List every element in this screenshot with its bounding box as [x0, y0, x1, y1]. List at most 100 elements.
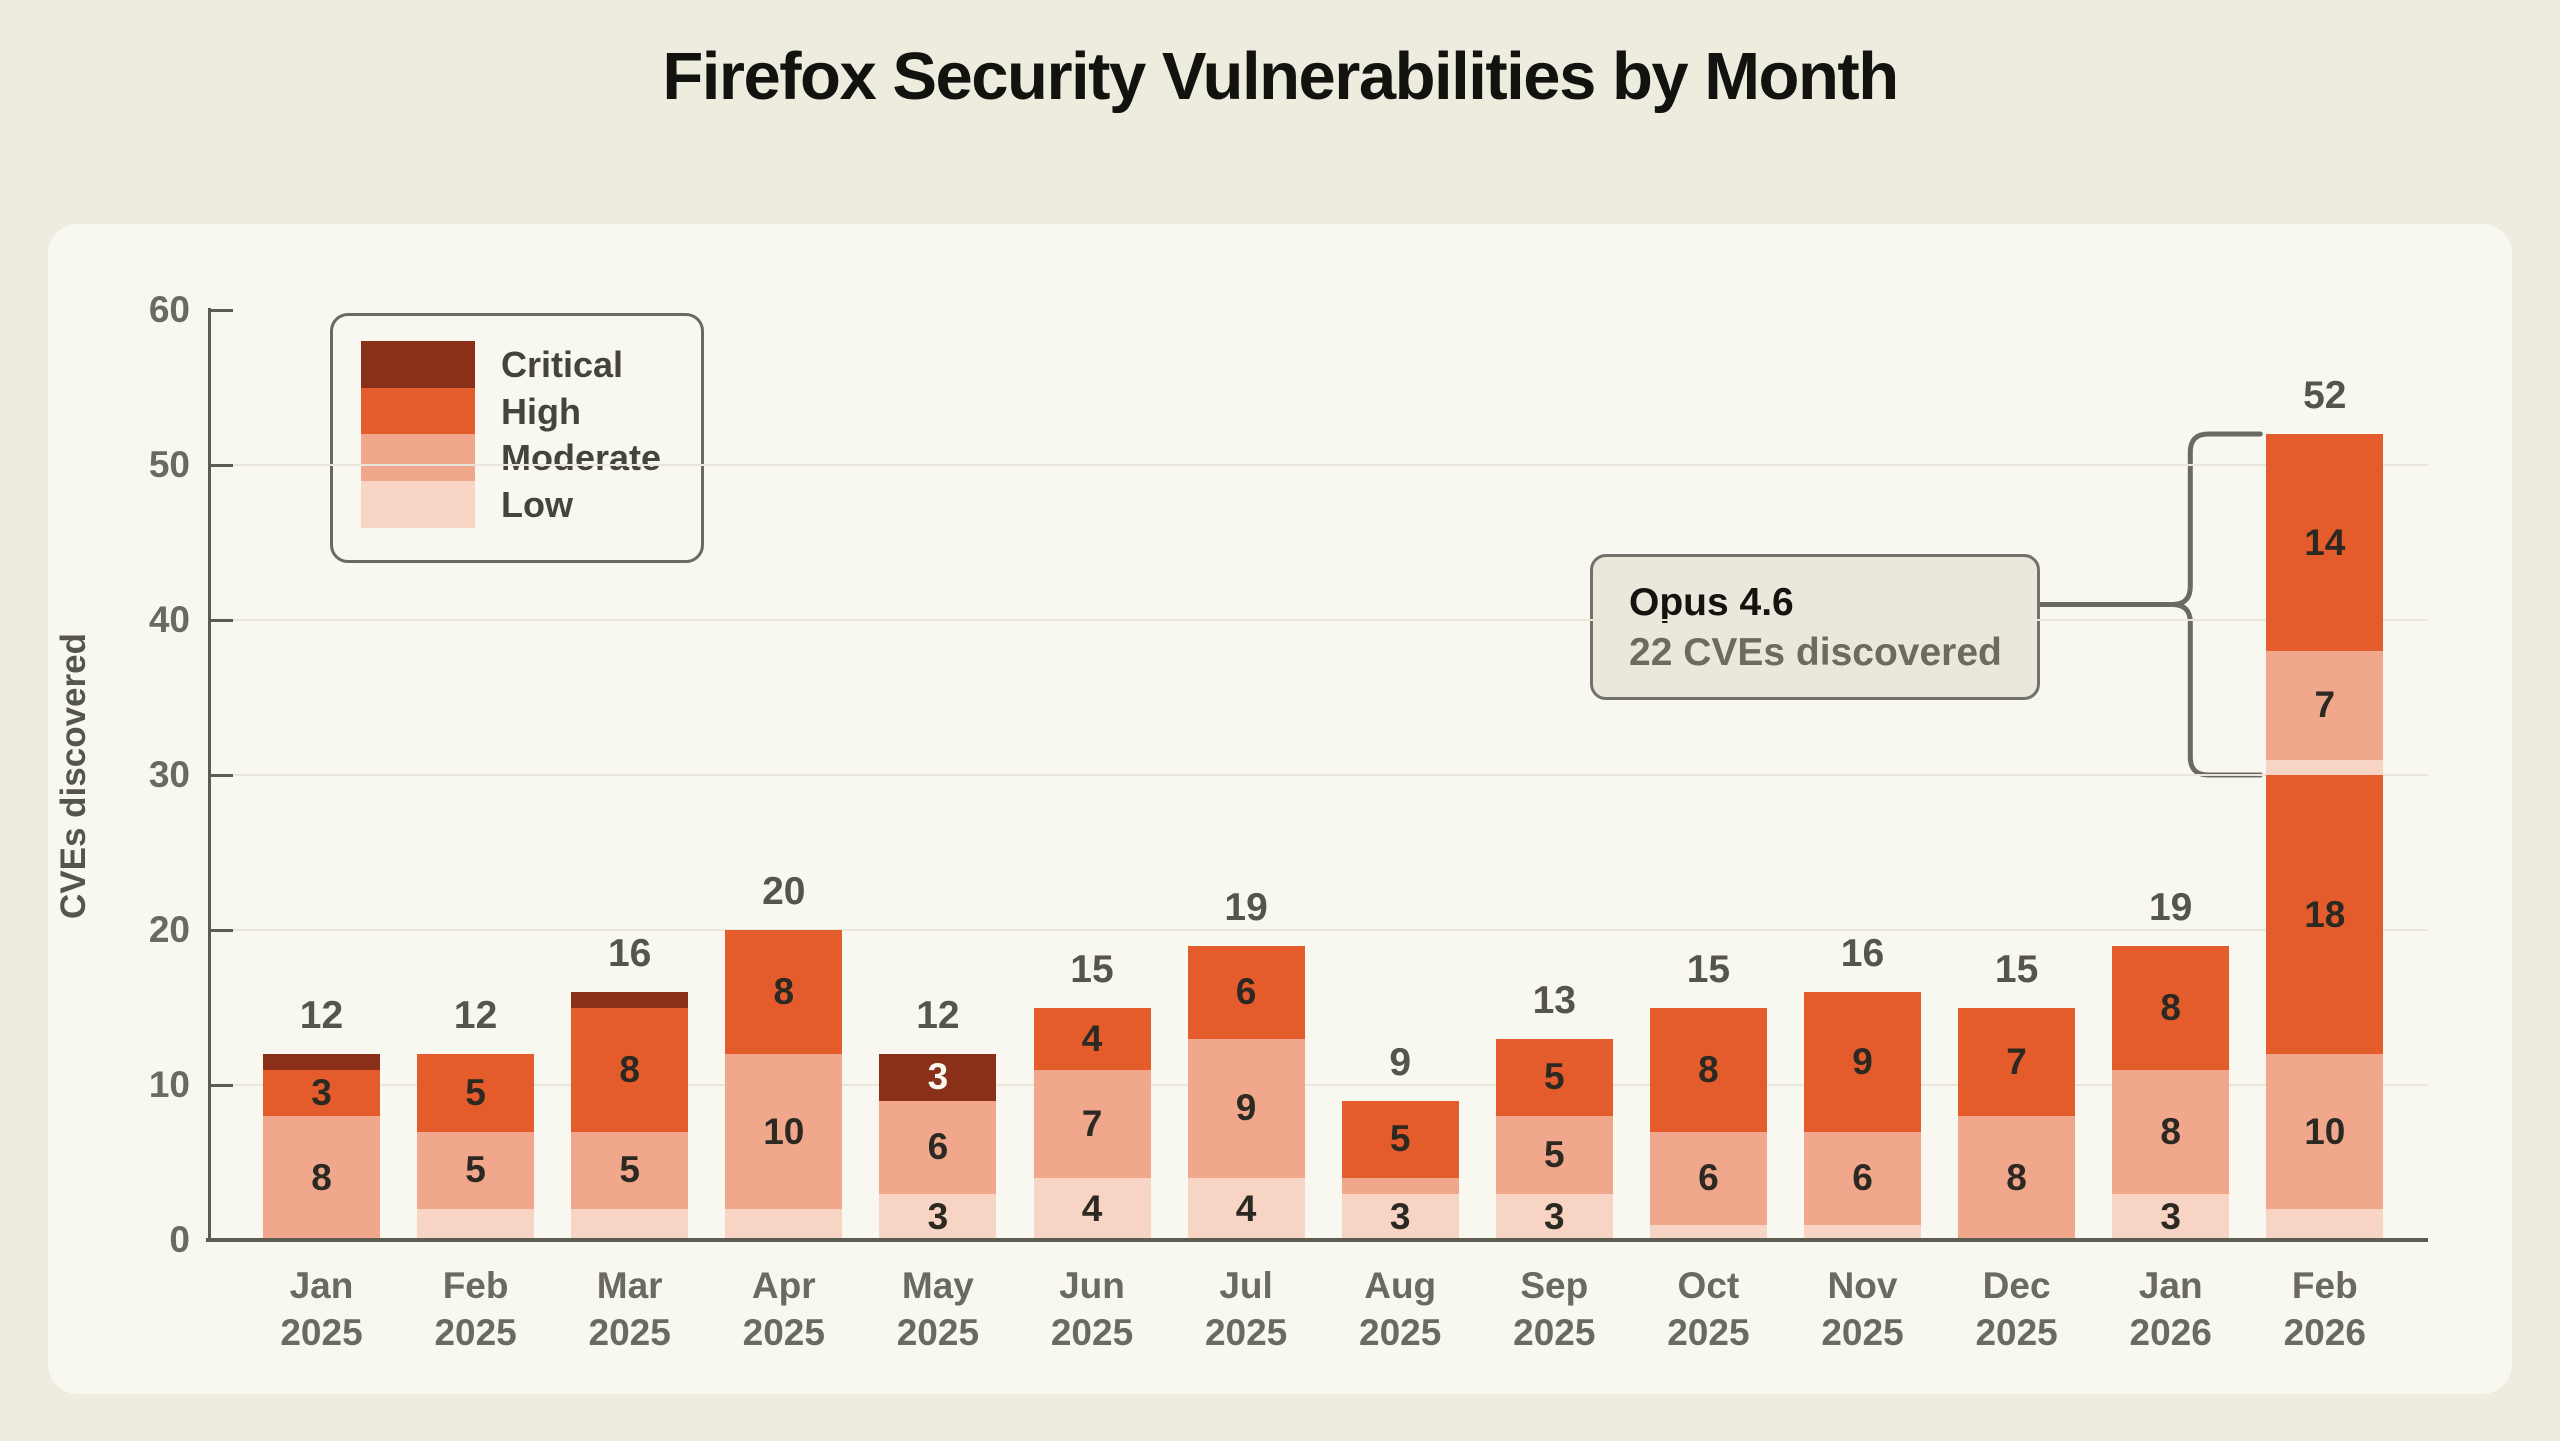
x-axis-baseline [206, 1238, 2428, 1242]
bar-total-feb-2026: 52 [2303, 374, 2347, 417]
page-title: Firefox Security Vulnerabilities by Mont… [662, 39, 1899, 114]
bar-mar-2025-segment-low [571, 1209, 689, 1240]
x-tick-month: Jun [1059, 1265, 1125, 1306]
annotation-title: Opus 4.6 [1629, 581, 1794, 624]
segment-value-label: 10 [763, 1110, 805, 1152]
bar-total-jun-2025: 15 [1070, 947, 1114, 991]
x-tick-oct-2025: Oct 2025 [1618, 1262, 1798, 1356]
x-tick-jan-2025: Jan 2025 [232, 1262, 412, 1356]
segment-value-label: 3 [311, 1071, 332, 1113]
gridline-50 [208, 464, 2428, 466]
y-tick-label-20: 20 [148, 909, 190, 950]
segment-value-label: 5 [1544, 1056, 1565, 1098]
segment-value-label: 6 [927, 1126, 949, 1167]
gridline-10 [208, 1084, 2428, 1086]
x-tick-month: Oct [1677, 1265, 1740, 1306]
annotation-box: Opus 4.6 22 CVEs discovered [1590, 554, 2040, 700]
segment-value-label: 18 [2304, 893, 2346, 935]
bar-may-2025-segment-low: 3 [879, 1193, 997, 1240]
bar-total-dec-2025: 15 [1994, 947, 2039, 991]
segment-value-label: 8 [2006, 1157, 2027, 1198]
y-tick-label-50: 50 [148, 444, 190, 485]
x-tick-month: Nov [1827, 1265, 1898, 1306]
segment-value-label: 5 [465, 1071, 486, 1113]
legend-swatch-low [361, 480, 475, 528]
bar-feb-2026-segment-low [2266, 759, 2384, 775]
segment-value-label: 8 [619, 1048, 640, 1090]
segment-value-label: 3 [927, 1195, 949, 1237]
y-tick-label-60: 60 [148, 289, 190, 330]
bar-sep-2025-segment-high: 5 [1495, 1038, 1613, 1116]
x-tick-month: Feb [2291, 1265, 2358, 1306]
legend-label-moderate: Moderate [501, 437, 662, 478]
bar-total-apr-2025: 20 [762, 870, 806, 913]
x-tick-month: Apr [751, 1265, 816, 1306]
x-tick-year: 2025 [588, 1312, 671, 1353]
x-tick-year: 2025 [1359, 1312, 1442, 1353]
bar-dec-2025-segment-high: 7 [1958, 1007, 2076, 1116]
bar-total-sep-2025: 13 [1532, 978, 1576, 1022]
y-tick-50 [208, 464, 233, 467]
segment-value-label: 8 [773, 971, 795, 1012]
bar-total-jul-2025: 19 [1224, 885, 1268, 929]
bar-feb-2025-segment-moderate: 5 [417, 1131, 535, 1209]
x-tick-mar-2025: Mar 2025 [540, 1262, 720, 1356]
segment-value-label: 8 [2160, 1110, 2181, 1152]
x-tick-month: Jul [1219, 1265, 1273, 1306]
bar-total-jan-2025: 12 [299, 994, 344, 1037]
x-tick-month: Sep [1520, 1265, 1589, 1306]
y-tick-10 [208, 1084, 233, 1087]
y-tick-60 [208, 309, 233, 312]
y-tick-label-10: 10 [148, 1064, 190, 1105]
y-tick-label-0: 0 [169, 1219, 190, 1260]
bar-nov-2025-segment-high: 9 [1804, 992, 1921, 1132]
segment-value-label: 5 [1389, 1118, 1411, 1160]
x-tick-month: Jan [2138, 1265, 2203, 1306]
x-tick-year: 2025 [1821, 1312, 1904, 1353]
x-tick-sep-2025: Sep 2025 [1464, 1262, 1644, 1356]
x-tick-month: May [901, 1265, 974, 1306]
segment-value-label: 4 [1081, 1017, 1103, 1059]
segment-value-label: 6 [1698, 1157, 1719, 1198]
bar-jan-2026-segment-low: 3 [2112, 1193, 2230, 1240]
bar-jun-2025-segment-high: 4 [1033, 1007, 1151, 1070]
segment-value-label: 14 [2304, 521, 2346, 563]
segment-value-label: 8 [311, 1157, 332, 1198]
x-tick-year: 2025 [1204, 1312, 1288, 1353]
x-tick-feb-2026: Feb 2026 [2235, 1262, 2415, 1356]
x-tick-nov-2025: Nov 2025 [1773, 1262, 1953, 1356]
y-tick-20 [208, 929, 233, 932]
bar-total-jan-2026: 19 [2148, 885, 2193, 929]
legend-label-critical: Critical [501, 344, 624, 385]
x-tick-year: 2026 [2283, 1312, 2366, 1353]
segment-value-label: 4 [1081, 1188, 1103, 1229]
bar-jun-2025-segment-moderate: 7 [1033, 1069, 1151, 1178]
segment-value-label: 8 [2160, 986, 2181, 1028]
x-tick-dec-2025: Dec 2025 [1927, 1262, 2107, 1356]
bar-feb-2025-segment-high: 5 [417, 1054, 535, 1132]
bar-mar-2025-segment-critical [571, 992, 689, 1008]
legend-swatch-moderate [361, 434, 475, 481]
bar-jan-2025-segment-high: 3 [263, 1069, 380, 1116]
x-tick-jan-2026: Jan 2026 [2081, 1262, 2261, 1356]
legend-label-low: Low [501, 483, 573, 525]
bar-total-oct-2025: 15 [1686, 947, 1731, 991]
bar-feb-2026-segment-moderate: 7 [2266, 651, 2384, 760]
x-tick-year: 2025 [1050, 1312, 1134, 1353]
bar-jan-2025-segment-critical [263, 1054, 380, 1070]
bar-oct-2025-segment-moderate: 6 [1649, 1131, 1767, 1225]
bar-feb-2026-segment-high: 14 [2266, 434, 2384, 651]
bar-feb-2026-segment-low [2266, 1209, 2384, 1240]
segment-value-label: 7 [2314, 684, 2336, 726]
gridline-20 [208, 929, 2428, 931]
x-tick-year: 2025 [280, 1312, 363, 1353]
bar-jul-2025-segment-moderate: 9 [1187, 1038, 1305, 1178]
bar-oct-2025-segment-low [1649, 1224, 1767, 1240]
y-tick-40 [208, 619, 233, 622]
x-tick-year: 2026 [2129, 1312, 2212, 1353]
legend-label-high: High [501, 390, 581, 432]
x-tick-year: 2025 [1513, 1312, 1596, 1353]
y-axis-title: CVEs discovered [54, 633, 93, 919]
legend-swatch-high [361, 387, 475, 435]
bar-apr-2025-segment-moderate: 10 [725, 1054, 843, 1209]
